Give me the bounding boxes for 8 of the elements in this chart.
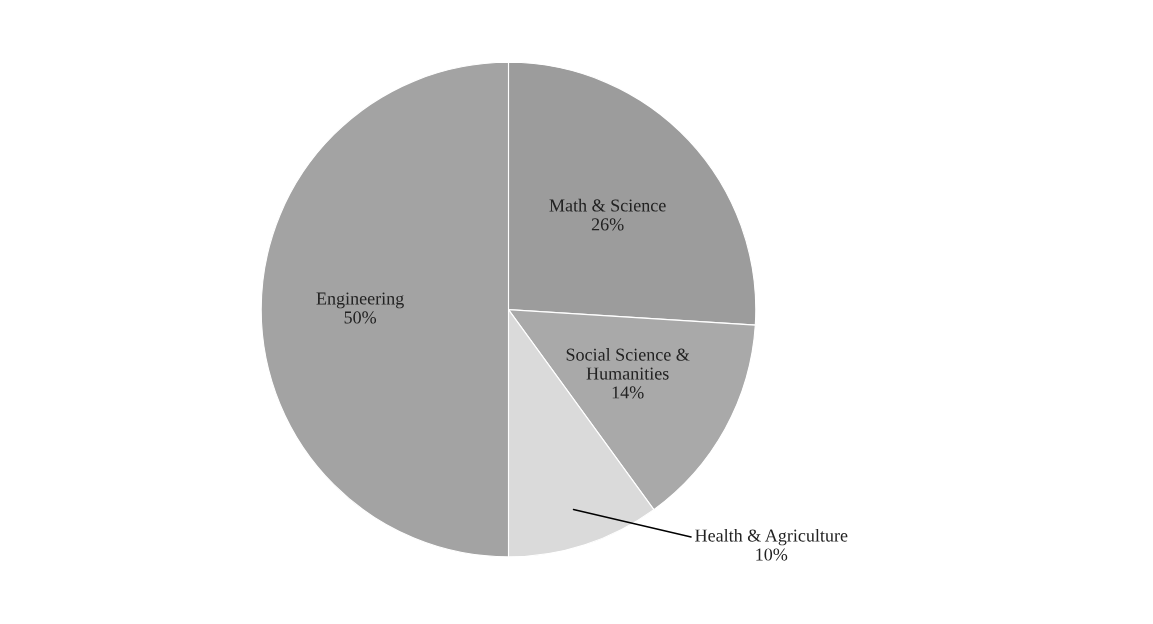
data-label: 10% — [756, 548, 788, 561]
data-label: 26% — [591, 218, 624, 231]
data-label: 14% — [612, 386, 644, 399]
slice-label: Health & Agriculture — [695, 528, 848, 546]
data-label: 50% — [344, 311, 377, 324]
slice-label: Engineering — [316, 292, 404, 309]
slice-label: Social Science & Humanities — [566, 348, 690, 380]
slice-label: Math & Science — [549, 198, 666, 212]
